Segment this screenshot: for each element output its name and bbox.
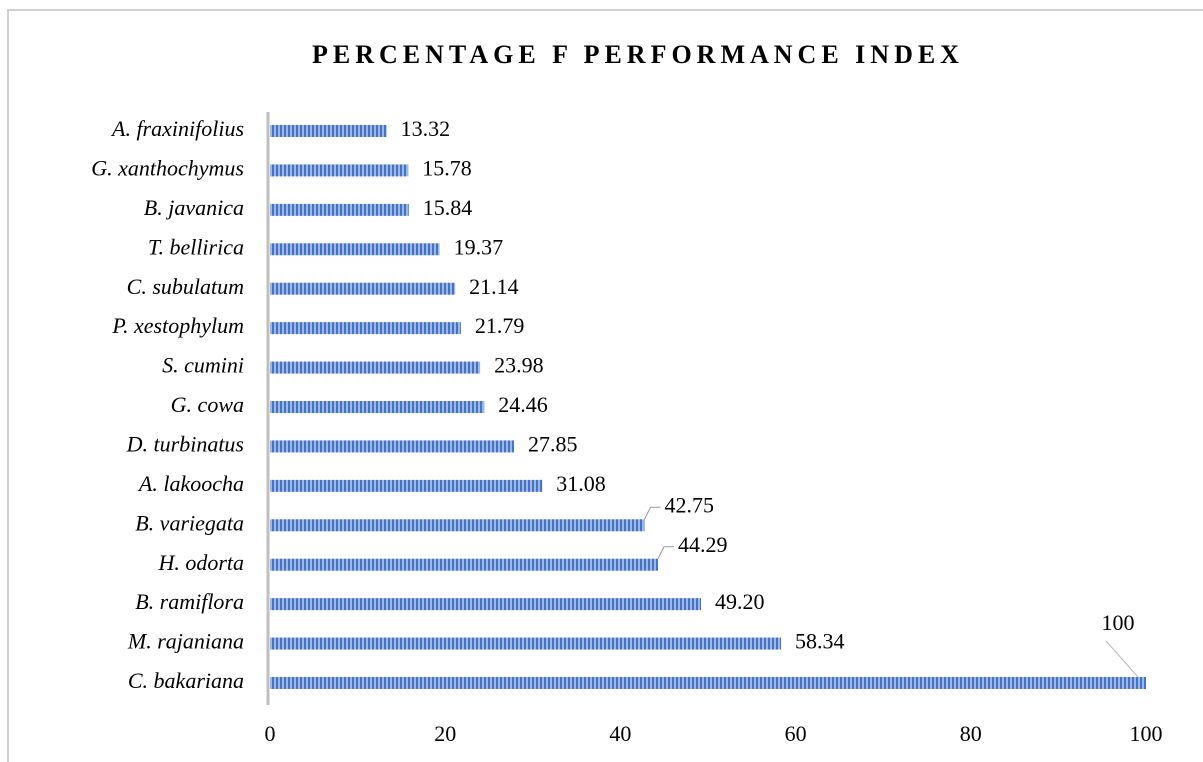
y-tick-label: B. javanica: [144, 195, 244, 220]
bar: [270, 598, 701, 611]
y-tick-label: A. lakoocha: [137, 471, 244, 496]
x-tick-label: 80: [960, 721, 982, 746]
leader-line: [1105, 640, 1139, 678]
bar: [270, 479, 543, 492]
y-tick-label: D. turbinatus: [126, 431, 244, 456]
value-label: 19.37: [454, 234, 504, 259]
y-tick-label: G. cowa: [171, 392, 244, 417]
y-tick-label: T. bellirica: [148, 234, 244, 259]
y-tick-label: B. ramiflora: [135, 589, 244, 614]
value-label: 49.20: [715, 589, 765, 614]
bar: [270, 519, 645, 532]
x-tick-label: 100: [1130, 721, 1163, 746]
value-label: 27.85: [528, 431, 578, 456]
value-label: 58.34: [795, 629, 845, 654]
y-tick-label: B. variegata: [135, 510, 244, 535]
y-tick-label: M. rajaniana: [127, 629, 244, 654]
x-tick-label: 40: [609, 721, 631, 746]
value-label: 13.32: [401, 116, 451, 141]
x-tick-label: 60: [785, 721, 807, 746]
value-label: 31.08: [556, 471, 606, 496]
y-tick-label: H. odorta: [157, 550, 244, 575]
bar: [270, 243, 440, 256]
value-label: 21.14: [469, 274, 519, 299]
x-tick-label: 20: [434, 721, 456, 746]
bar: [270, 361, 481, 374]
bar: [270, 677, 1146, 689]
value-label: 24.46: [498, 392, 548, 417]
leader-line: [657, 546, 674, 559]
chart-title: PERCENTAGE F PERFORMANCE INDEX: [312, 40, 964, 69]
bar: [270, 322, 461, 335]
bar: [270, 164, 409, 177]
value-label: 15.84: [423, 195, 473, 220]
bar: [270, 637, 782, 650]
value-label: 15.78: [422, 155, 472, 180]
value-label: 44.29: [678, 532, 728, 557]
bar: [270, 401, 485, 413]
bar: [270, 558, 658, 571]
bar: [270, 440, 514, 453]
bar: [270, 125, 387, 137]
y-tick-label: P. xestophylum: [111, 313, 244, 338]
x-tick-label: 0: [265, 721, 276, 746]
bar: [270, 282, 456, 295]
y-tick-label: C. bakariana: [128, 668, 244, 693]
chart-border: [7, 9, 1203, 762]
leader-line: [644, 506, 661, 520]
value-label: 21.79: [475, 313, 524, 338]
y-tick-label: G. xanthochymus: [91, 155, 244, 180]
y-tick-label: C. subulatum: [127, 274, 244, 299]
value-label: 42.75: [664, 492, 714, 517]
y-tick-label: S. cumini: [162, 353, 244, 378]
value-label: 23.98: [494, 353, 544, 378]
bar: [270, 203, 409, 216]
y-tick-label: A. fraxinifolius: [110, 116, 244, 141]
value-label: 100: [1102, 610, 1135, 635]
